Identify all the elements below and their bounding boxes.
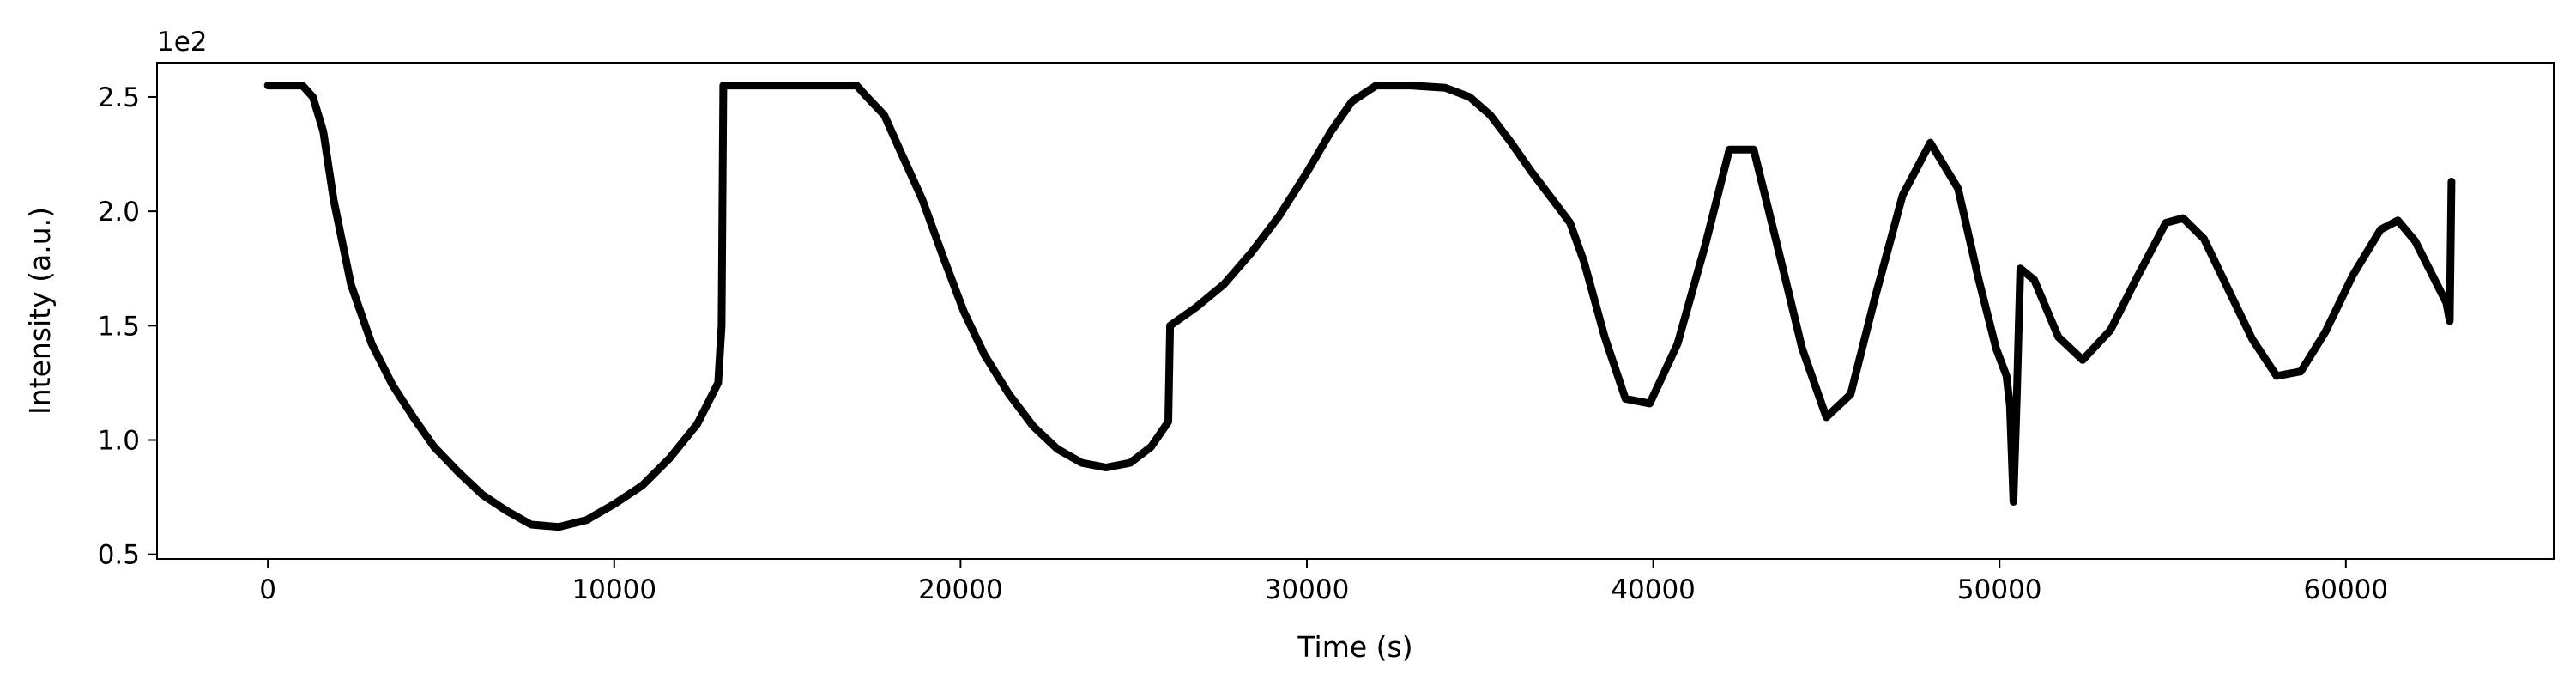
x-tick-label: 40000 bbox=[1611, 574, 1696, 605]
y-tick-label: 2.5 bbox=[98, 82, 140, 113]
y-tick-label: 1.0 bbox=[98, 425, 140, 456]
y-tick-label: 2.0 bbox=[98, 197, 140, 228]
x-tick-label: 60000 bbox=[2304, 574, 2389, 605]
y-tick-label: 1.5 bbox=[98, 311, 140, 342]
y-axis-offset-label: 1e2 bbox=[157, 27, 208, 58]
y-axis-ticks: 0.5 1.0 1.5 2.0 2.5 bbox=[98, 82, 157, 571]
x-tick-label: 50000 bbox=[1957, 574, 2042, 605]
x-axis-label: Time (s) bbox=[1297, 630, 1412, 664]
x-tick-label: 30000 bbox=[1265, 574, 1350, 605]
y-axis-label: Intensity (a.u.) bbox=[23, 207, 57, 415]
y-tick-label: 0.5 bbox=[98, 540, 140, 571]
x-tick-label: 10000 bbox=[571, 574, 656, 605]
plot-frame bbox=[156, 62, 2555, 560]
x-tick-label: 20000 bbox=[918, 574, 1003, 605]
plot-area bbox=[263, 82, 2456, 531]
x-tick-label: 0 bbox=[259, 574, 276, 605]
series-line bbox=[263, 82, 2456, 531]
x-axis-ticks: 0 10000 20000 30000 40000 50000 60000 bbox=[259, 559, 2388, 605]
